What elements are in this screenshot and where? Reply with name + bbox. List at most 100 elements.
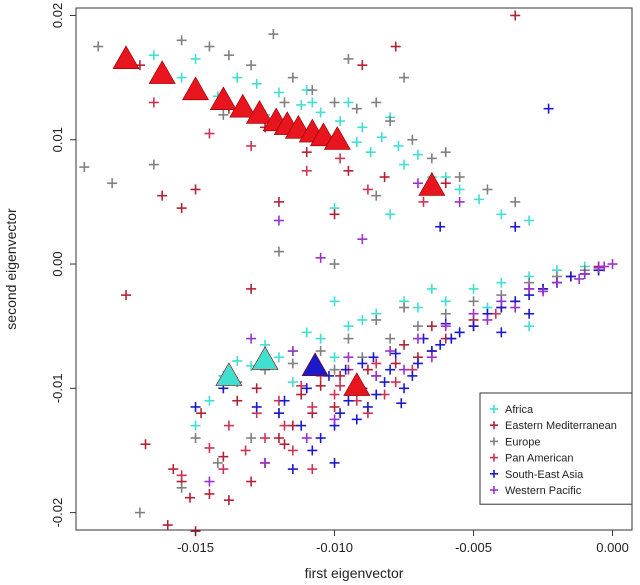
y-tick-label: 0.00	[50, 251, 65, 276]
point-pan-american	[307, 401, 318, 412]
point-eastern-mediterranean	[315, 380, 326, 391]
point-pan-american	[301, 165, 312, 176]
y-tick-label: -0.02	[50, 498, 65, 528]
legend-marker	[490, 437, 498, 446]
legend: Africa Eastern Mediterranean Europe Pan Ame…	[479, 392, 633, 505]
point-western-pacific	[399, 364, 410, 375]
point-europe	[329, 364, 340, 375]
point-south-east-asia	[335, 408, 346, 419]
point-eastern-mediterranean	[204, 488, 215, 499]
point-europe	[510, 196, 521, 207]
point-europe	[212, 457, 223, 468]
point-south-east-asia	[543, 103, 554, 114]
point-western-pacific	[412, 178, 423, 189]
point-eastern-mediterranean	[162, 520, 173, 531]
point-south-east-asia	[251, 401, 262, 412]
point-eastern-mediterranean	[329, 209, 340, 220]
point-south-east-asia	[379, 377, 390, 388]
point-africa	[176, 72, 187, 83]
point-pan-american	[287, 445, 298, 456]
point-western-pacific	[440, 321, 451, 332]
triangle-marker	[112, 45, 140, 70]
point-south-east-asia	[307, 445, 318, 456]
point-eastern-mediterranean	[246, 476, 257, 487]
point-pan-american	[329, 389, 340, 400]
point-europe	[307, 85, 318, 96]
point-africa	[190, 420, 201, 431]
point-africa	[148, 50, 159, 61]
point-south-east-asia	[496, 327, 507, 338]
point-eastern-mediterranean	[218, 451, 229, 462]
point-western-pacific	[273, 215, 284, 226]
legend-marker	[490, 486, 498, 494]
triangle-marker	[343, 372, 371, 396]
point-africa	[232, 72, 243, 83]
point-western-pacific	[482, 314, 493, 325]
point-pan-american	[379, 389, 390, 400]
point-africa	[376, 132, 387, 143]
point-south-east-asia	[390, 348, 401, 359]
point-africa	[524, 215, 535, 226]
point-europe	[190, 433, 201, 444]
triangle-marker	[182, 76, 210, 101]
legend-marker	[490, 453, 498, 462]
point-europe	[287, 358, 298, 369]
x-tick-label: -0.005	[455, 540, 492, 555]
point-western-pacific	[599, 261, 610, 272]
point-africa	[315, 107, 326, 118]
point-eastern-mediterranean	[190, 184, 201, 195]
legend-marker	[490, 405, 498, 413]
legend-item: Eastern Mediterranean	[490, 420, 617, 432]
point-western-pacific	[579, 268, 590, 279]
legend-label: Europe	[505, 436, 540, 448]
point-africa	[307, 97, 318, 108]
point-europe	[371, 314, 382, 325]
point-europe	[223, 50, 234, 61]
x-axis-label: first eigenvector	[305, 565, 404, 581]
legend-item: Pan American	[490, 453, 573, 465]
point-south-east-asia	[407, 370, 418, 381]
legend-item: Europe	[490, 436, 540, 448]
legend-label: Western Pacific	[505, 485, 582, 497]
point-africa	[329, 296, 340, 307]
point-europe	[371, 97, 382, 108]
point-south-east-asia	[412, 358, 423, 369]
point-western-pacific	[301, 433, 312, 444]
point-south-east-asia	[287, 464, 298, 475]
point-south-east-asia	[454, 327, 465, 338]
point-europe	[218, 109, 229, 120]
point-africa	[190, 53, 201, 64]
point-africa	[496, 209, 507, 220]
point-europe	[454, 172, 465, 183]
triangle-markers-layer	[112, 45, 446, 396]
point-western-pacific	[287, 346, 298, 357]
point-western-pacific	[246, 333, 257, 344]
point-south-east-asia	[565, 271, 576, 282]
point-eastern-mediterranean	[196, 408, 207, 419]
legend-label: Africa	[505, 404, 534, 416]
legend-marker	[490, 421, 498, 430]
point-europe	[268, 29, 279, 40]
point-western-pacific	[574, 273, 585, 284]
point-europe	[426, 153, 437, 164]
point-western-pacific	[315, 252, 326, 263]
point-africa	[454, 184, 465, 195]
y-tick-label: -0.01	[50, 373, 65, 403]
point-europe	[351, 103, 362, 114]
point-south-east-asia	[296, 420, 307, 431]
point-pan-american	[260, 433, 271, 444]
point-pan-american	[390, 377, 401, 388]
point-eastern-mediterranean	[335, 370, 346, 381]
point-western-pacific	[260, 457, 271, 468]
point-europe	[440, 147, 451, 158]
point-south-east-asia	[329, 457, 340, 468]
legend-label: Pan American	[505, 453, 573, 465]
y-tick-label: 0.02	[50, 3, 65, 28]
point-europe	[148, 159, 159, 170]
point-europe	[315, 346, 326, 357]
point-eastern-mediterranean	[140, 439, 151, 450]
point-pan-american	[279, 420, 290, 431]
point-africa	[365, 147, 376, 158]
point-eastern-mediterranean	[287, 420, 298, 431]
